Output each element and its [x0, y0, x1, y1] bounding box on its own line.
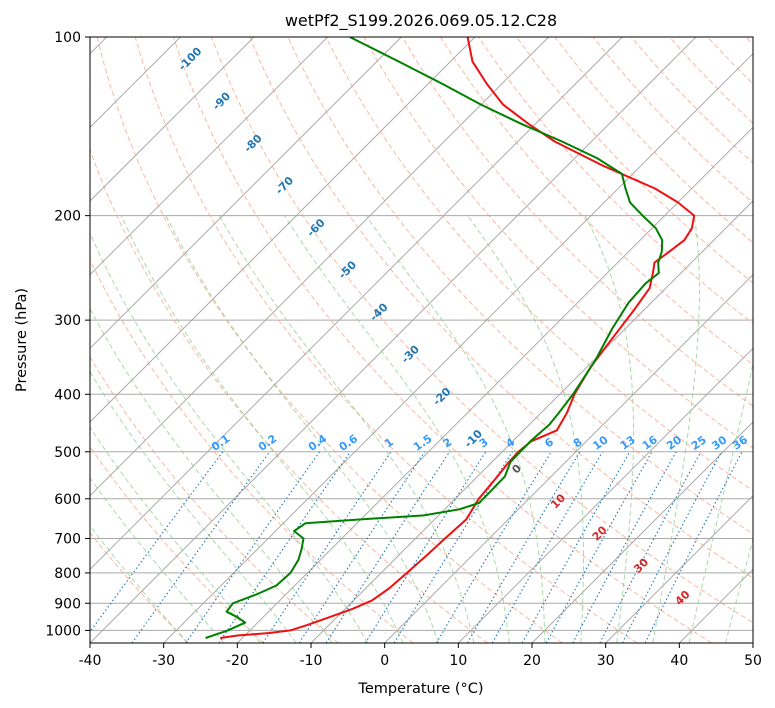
moist-adiabat-line — [90, 524, 188, 643]
mixing-ratio-line — [325, 451, 451, 643]
isotherm-line — [605, 494, 753, 643]
moist-adiabat-line — [688, 361, 753, 643]
mixing-ratio-line — [185, 451, 321, 643]
x-tick-label: 10 — [449, 653, 467, 669]
x-tick-label: 40 — [670, 653, 688, 669]
mixing-ratio-line — [572, 451, 677, 643]
moist-adiabat-line — [120, 215, 404, 643]
y-tick-label: 200 — [54, 209, 81, 225]
x-tick-label: 20 — [523, 653, 541, 669]
x-tick-label: -10 — [300, 653, 323, 669]
mixing-ratio-line — [364, 451, 487, 643]
mixing-ratio-line — [90, 451, 224, 633]
y-tick-label: 600 — [54, 492, 81, 508]
series-dewpoint-line — [205, 37, 664, 639]
dry-adiabat-line — [249, 37, 753, 579]
chart-title: wetPf2_S199.2026.069.05.12.C28 — [285, 11, 557, 31]
y-tick-label: 500 — [54, 445, 81, 461]
x-axis-title: Temperature (°C) — [357, 681, 483, 697]
isotherm-line — [531, 421, 753, 643]
isotherm-line — [384, 273, 753, 643]
dry-adiabat-line — [90, 148, 488, 643]
moist-adiabat-line — [90, 477, 225, 643]
dry-adiabat-line — [90, 355, 339, 643]
isotherm-line — [90, 37, 402, 350]
isotherm-line — [90, 37, 255, 202]
dry-adiabat-line — [401, 37, 753, 407]
isotherm-line — [236, 126, 753, 643]
mixing-ratio-line — [131, 451, 271, 643]
plot-frame — [89, 36, 754, 644]
mixing-ratio-line — [298, 451, 426, 643]
y-axis-title: Pressure (hPa) — [14, 288, 30, 392]
dry-adiabat-line — [96, 37, 563, 643]
x-tick-label: -20 — [226, 653, 249, 669]
dry-adiabat-line — [90, 258, 414, 643]
moist-adiabat-line — [90, 426, 261, 643]
moist-adiabat-line — [284, 215, 510, 643]
mixing-ratio-line — [435, 451, 552, 643]
moist-adiabat-line — [90, 231, 369, 643]
y-tick-label: 300 — [54, 313, 81, 329]
dry-adiabat-line — [90, 531, 190, 643]
dry-adiabat-line — [172, 37, 712, 643]
moist-adiabat-line — [165, 215, 439, 643]
mixing-ratio-line — [644, 451, 743, 643]
background-lines — [90, 37, 753, 643]
y-tick-label: 700 — [54, 532, 81, 548]
dry-adiabat-line — [516, 37, 753, 284]
x-tick-label: 0 — [380, 653, 389, 669]
moist-adiabat-line — [584, 215, 634, 643]
y-tick-label: 100 — [54, 30, 81, 46]
dry-adiabat-line — [325, 37, 753, 492]
y-tick-label: 900 — [54, 596, 81, 612]
isotherm-line — [90, 37, 476, 423]
mixing-ratio-line — [521, 451, 631, 643]
moist-adiabat-line — [652, 215, 700, 643]
y-tick-label: 1000 — [45, 623, 81, 639]
dry-adiabat-line — [211, 37, 753, 624]
x-tick-label: 50 — [744, 653, 762, 669]
isotherm-line — [90, 37, 550, 497]
dry-adiabat-line — [134, 37, 638, 643]
x-axis: -40 -30 -20 -10 0 10 20 30 40 50 — [79, 643, 762, 669]
mixing-ratio-line — [599, 451, 702, 643]
y-tick-label: 400 — [54, 387, 81, 403]
moist-adiabat-line — [365, 215, 546, 643]
mixing-ratio-line — [262, 451, 392, 643]
y-tick-label: 800 — [54, 566, 81, 582]
isotherm-line — [163, 52, 753, 643]
x-tick-label: 30 — [597, 653, 615, 669]
isotherm-line — [457, 347, 753, 643]
mixing-ratio-line — [218, 451, 351, 643]
moist-adiabat-line — [90, 370, 297, 643]
profile-series — [205, 37, 696, 639]
mixing-ratio-line — [545, 451, 653, 643]
isotherm-line — [90, 37, 329, 276]
x-tick-label: -40 — [79, 653, 102, 669]
x-tick-label: -30 — [152, 653, 175, 669]
y-axis: 1000 900 800 700 600 500 400 300 200 100 — [45, 30, 90, 639]
isotherm-line — [90, 37, 697, 643]
dry-adiabat-line — [90, 445, 264, 643]
series-temperature-line — [220, 37, 696, 639]
isotherm-line — [90, 37, 623, 571]
